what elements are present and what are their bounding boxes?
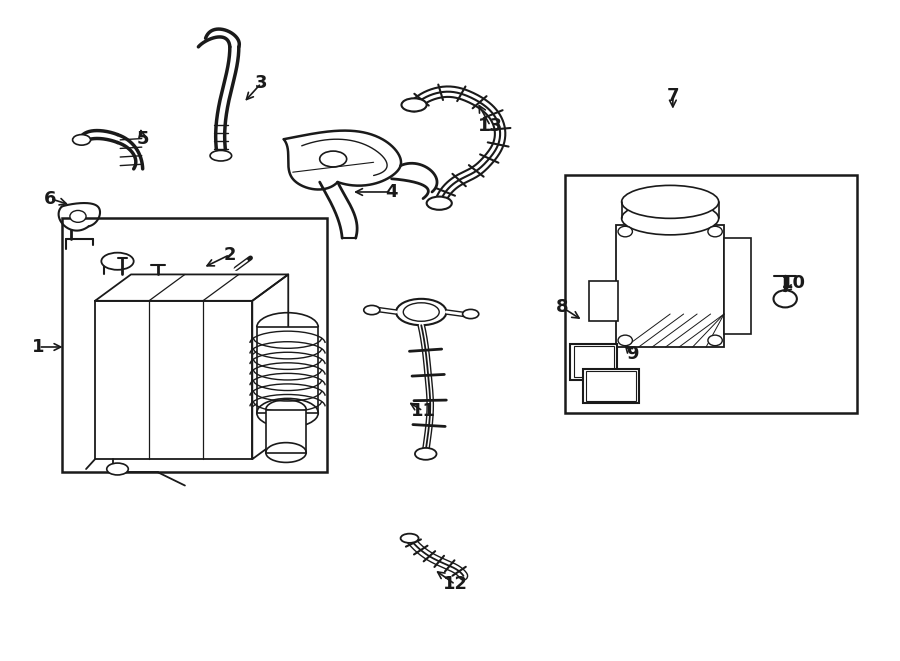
Text: 6: 6: [44, 190, 57, 208]
Bar: [62, 218, 327, 473]
Text: 9: 9: [626, 344, 639, 363]
Ellipse shape: [320, 151, 346, 167]
Text: 12: 12: [443, 576, 468, 594]
Ellipse shape: [708, 335, 723, 346]
Ellipse shape: [107, 463, 129, 475]
Bar: [590, 281, 618, 321]
Ellipse shape: [403, 303, 439, 321]
Text: 8: 8: [556, 298, 569, 317]
Text: 4: 4: [385, 183, 398, 201]
Bar: [616, 225, 724, 347]
Ellipse shape: [102, 253, 134, 270]
Ellipse shape: [210, 151, 231, 161]
Ellipse shape: [427, 196, 452, 210]
Bar: [724, 238, 751, 334]
Text: 10: 10: [781, 274, 806, 292]
Ellipse shape: [73, 135, 91, 145]
Ellipse shape: [622, 202, 719, 235]
Ellipse shape: [401, 98, 427, 112]
Ellipse shape: [70, 210, 86, 222]
Ellipse shape: [618, 226, 633, 237]
Text: 2: 2: [223, 246, 236, 264]
Text: 3: 3: [255, 74, 267, 92]
Text: 7: 7: [667, 87, 680, 105]
Text: 11: 11: [410, 402, 436, 420]
Bar: [571, 344, 617, 380]
Bar: [565, 175, 857, 413]
Ellipse shape: [708, 226, 723, 237]
Ellipse shape: [773, 290, 796, 307]
Bar: [583, 369, 639, 403]
Ellipse shape: [364, 305, 380, 315]
Bar: [95, 301, 252, 459]
Bar: [574, 346, 614, 377]
Bar: [266, 410, 306, 453]
Ellipse shape: [622, 185, 719, 218]
Ellipse shape: [396, 299, 446, 325]
Ellipse shape: [415, 448, 436, 460]
Bar: [586, 371, 636, 401]
Ellipse shape: [618, 335, 633, 346]
Text: 13: 13: [478, 117, 503, 135]
Ellipse shape: [400, 533, 418, 543]
Bar: [256, 327, 319, 413]
Ellipse shape: [463, 309, 479, 319]
Text: 5: 5: [137, 130, 148, 148]
Text: 1: 1: [32, 338, 45, 356]
